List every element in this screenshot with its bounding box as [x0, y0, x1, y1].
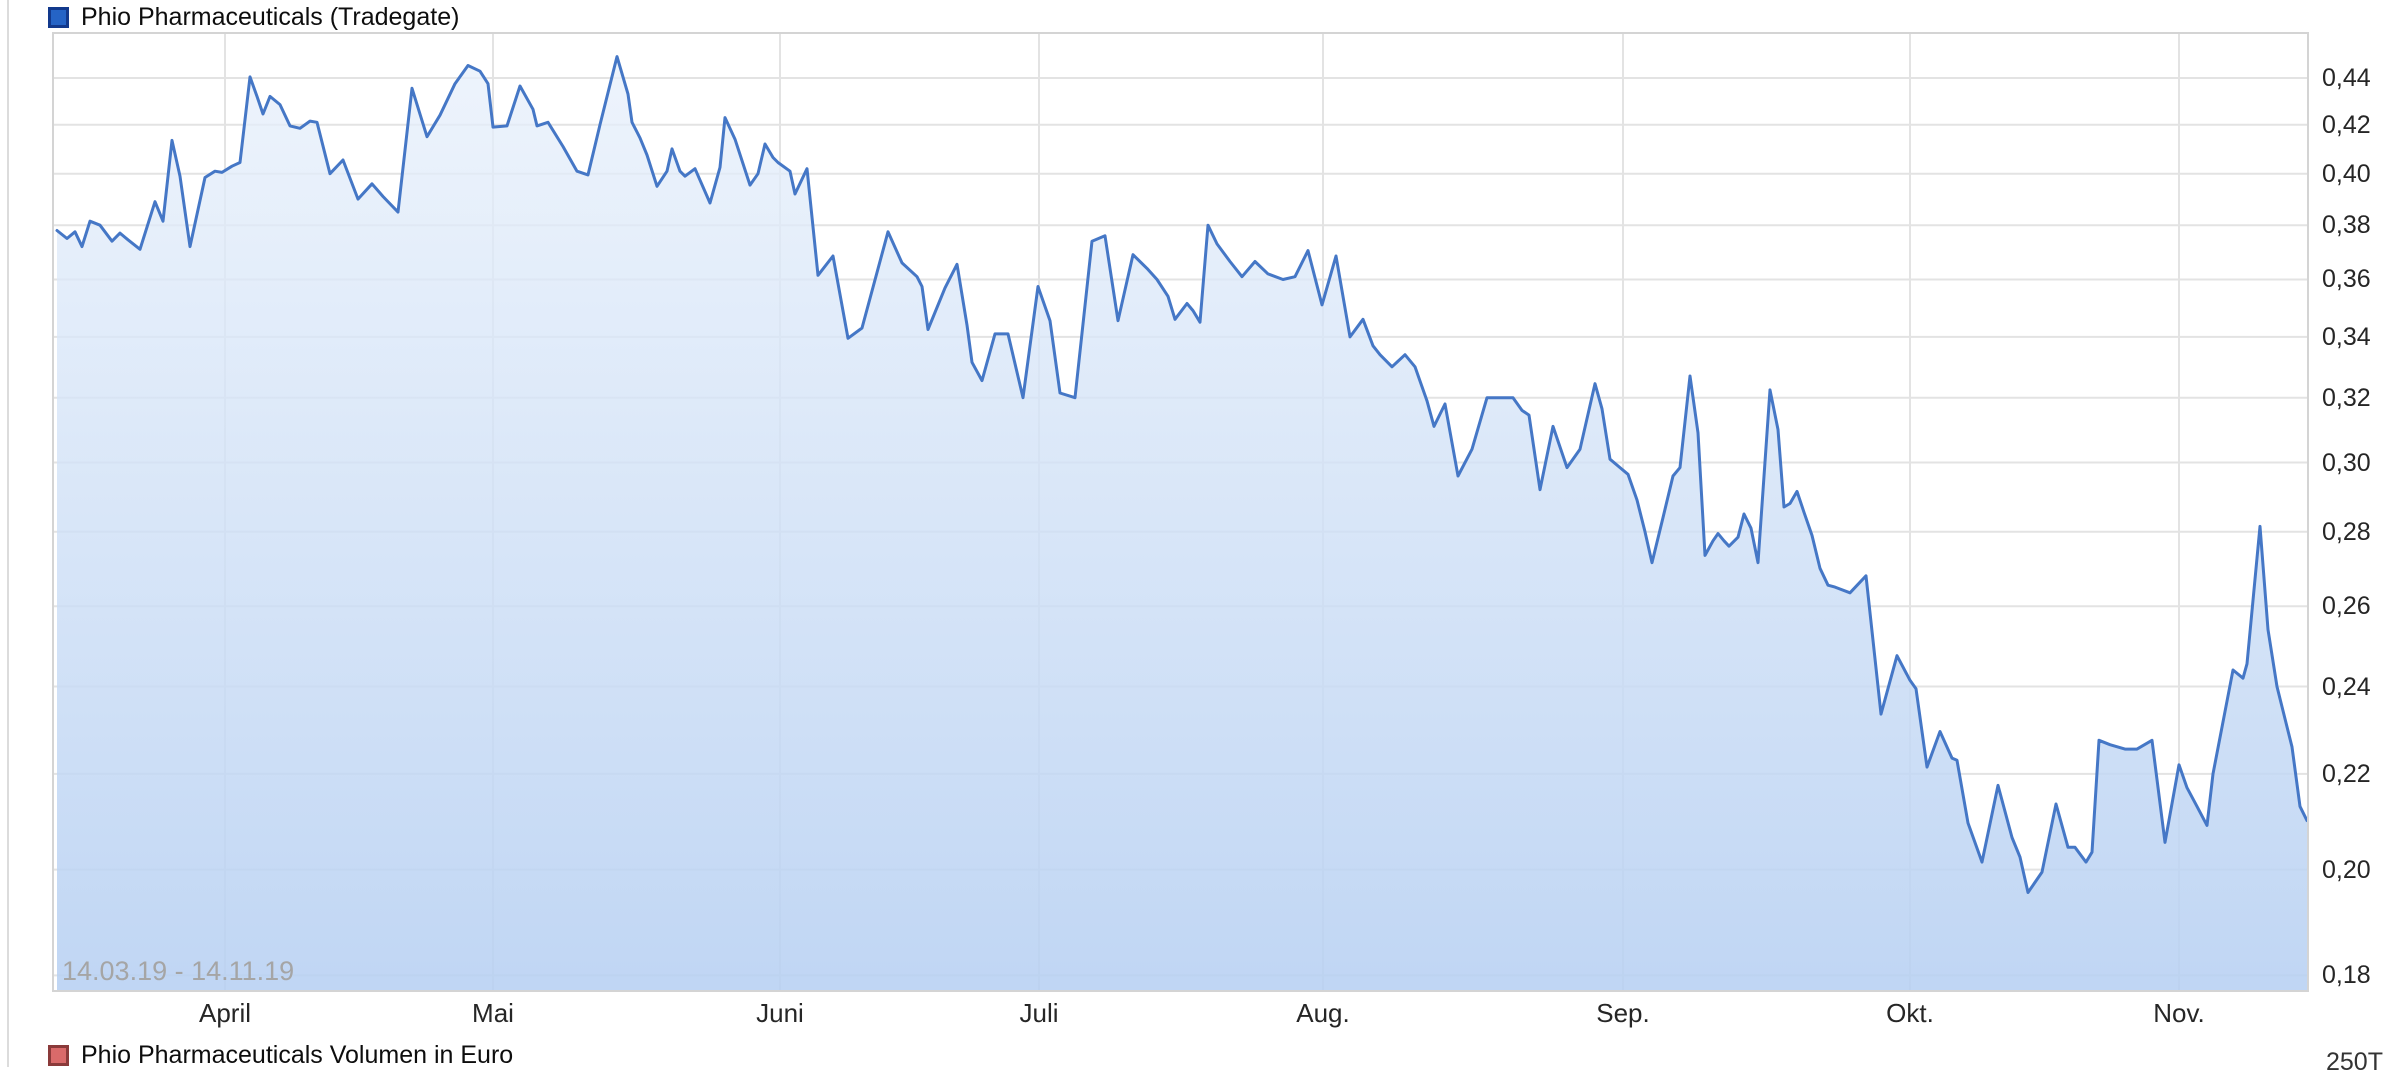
y-axis-label: 0,24 [2322, 672, 2371, 701]
y-axis-label: 0,32 [2322, 383, 2371, 412]
y-axis-label: 0,40 [2322, 159, 2371, 188]
x-axis-month-label: Okt. [1886, 998, 1934, 1028]
x-axis-month-label: Juli [1019, 998, 1059, 1028]
x-axis-month-label: Mai [472, 998, 514, 1028]
volume-series-swatch-icon [48, 1045, 69, 1066]
volume-axis-partial-label: 250T [2326, 1048, 2383, 1076]
x-axis-month-label: Sep. [1596, 998, 1650, 1028]
y-axis-label: 0,26 [2322, 592, 2371, 621]
y-axis-label: 0,42 [2322, 110, 2371, 139]
y-axis-label: 0,44 [2322, 64, 2371, 92]
y-axis-label: 0,28 [2322, 517, 2371, 546]
plot-border [52, 32, 2309, 992]
price-area-fill [57, 56, 2307, 992]
x-axis-month-label: Aug. [1296, 998, 1350, 1028]
x-axis-month-label: Juni [756, 998, 804, 1028]
x-axis-month-label: April [198, 998, 251, 1028]
date-range-overlay: 14.03.19 - 14.11.19 [62, 956, 295, 986]
price-series-legend-label: Phio Pharmaceuticals (Tradegate) [81, 3, 460, 31]
y-axis-label: 0,18 [2322, 961, 2371, 990]
volume-series-legend-label: Phio Pharmaceuticals Volumen in Euro [81, 1041, 514, 1069]
price-series-swatch-icon [48, 7, 69, 28]
y-axis-label: 0,34 [2322, 322, 2371, 351]
volume-series-legend: Phio Pharmaceuticals Volumen in Euro [48, 1041, 513, 1070]
y-axis-label: 0,30 [2322, 448, 2371, 477]
y-axis-label: 0,38 [2322, 211, 2371, 240]
page-left-border [7, 0, 9, 1067]
y-axis-label: 0,36 [2322, 265, 2371, 294]
price-line [55, 55, 2309, 894]
y-axis-label: 0,22 [2322, 759, 2371, 788]
price-series-legend: Phio Pharmaceuticals (Tradegate) [48, 3, 459, 32]
x-axis-month-label: Nov. [2153, 998, 2205, 1028]
y-axis-label: 0,20 [2322, 855, 2371, 884]
